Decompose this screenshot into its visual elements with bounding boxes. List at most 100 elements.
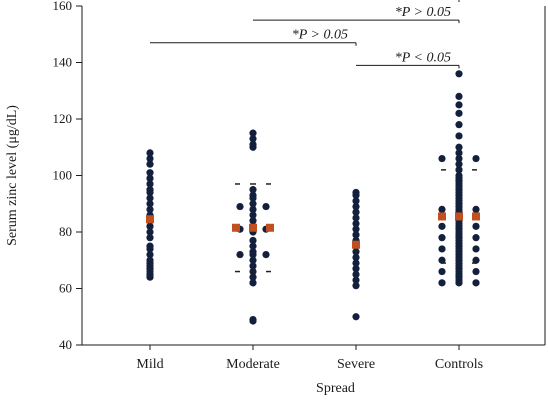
data-point (352, 313, 360, 321)
mean-marker (472, 212, 480, 221)
data-point (455, 171, 463, 180)
data-point (455, 149, 463, 157)
x-tick-label: Severe (337, 357, 375, 372)
data-point (455, 143, 463, 151)
data-point (146, 205, 154, 213)
data-point (249, 279, 257, 287)
mean-marker (352, 240, 360, 249)
data-point (438, 205, 446, 213)
data-point (352, 265, 360, 273)
data-point (146, 174, 154, 182)
data-point (249, 248, 257, 256)
data-point (249, 217, 257, 225)
data-point (352, 214, 360, 222)
data-point (352, 208, 360, 216)
data-point (249, 256, 257, 264)
data-point (236, 202, 244, 211)
data-point (352, 248, 360, 256)
data-point (472, 222, 480, 230)
data-point (249, 273, 257, 281)
data-point (352, 197, 360, 205)
data-point (262, 251, 270, 259)
data-point (249, 140, 257, 149)
significance-label: *P > 0.05 (395, 5, 451, 20)
data-point (352, 231, 360, 239)
x-tick-label: Moderate (226, 357, 280, 372)
data-point (352, 276, 360, 284)
data-point (352, 188, 360, 197)
y-tick-label: 80 (59, 224, 72, 239)
data-point (438, 154, 446, 163)
data-point (472, 267, 480, 276)
data-point (249, 211, 257, 219)
data-point (249, 236, 257, 245)
data-point (249, 129, 257, 137)
data-point (146, 256, 154, 264)
y-axis-label: Serum zinc level (μg/dL) (5, 105, 20, 246)
data-point (472, 205, 480, 213)
y-tick-label: 60 (59, 281, 72, 296)
data-point (146, 169, 154, 177)
y-tick-label: 100 (53, 168, 73, 183)
data-point (352, 253, 360, 262)
y-tick-label: 120 (53, 111, 73, 126)
data-point (146, 222, 154, 230)
data-point (249, 242, 257, 250)
data-point (438, 267, 446, 276)
x-axis-label: Spread (316, 381, 355, 396)
data-point (455, 109, 463, 117)
data-point (455, 160, 463, 168)
data-point (352, 225, 360, 233)
data-point (352, 259, 360, 267)
data-point (249, 135, 257, 143)
data-point (146, 186, 154, 194)
data-point (472, 154, 480, 163)
mean-marker (266, 223, 274, 232)
x-tick-label: Mild (136, 357, 163, 372)
significance-brackets: *P > 0.05*P > 0.05*P > 0.05*P < 0.05 (150, 0, 460, 69)
mean-marker (438, 212, 446, 221)
data-point (146, 242, 154, 250)
data-point (352, 219, 360, 228)
y-tick-label: 40 (59, 337, 72, 352)
data-point (472, 245, 480, 253)
data-point (455, 154, 463, 163)
y-tick-label: 140 (53, 55, 73, 70)
data-point (472, 256, 480, 264)
data-point (249, 186, 257, 194)
data-point (472, 234, 480, 242)
data-point (146, 154, 154, 163)
data-point (455, 132, 463, 140)
data-point (249, 200, 257, 208)
data-point (455, 70, 463, 78)
x-tick-label: Controls (435, 357, 483, 372)
significance-label: *P < 0.05 (395, 50, 451, 65)
data-point (472, 279, 480, 287)
data-point (249, 262, 257, 270)
data-point (455, 121, 463, 129)
data-point (352, 202, 360, 211)
data-point (146, 200, 154, 208)
mean-marker (232, 223, 240, 232)
data-point (146, 234, 154, 242)
data-point (352, 270, 360, 278)
significance-label: *P > 0.05 (292, 28, 348, 43)
data-point (438, 234, 446, 242)
data-point (146, 180, 154, 188)
data-point (352, 282, 360, 290)
mean-marker (146, 215, 154, 224)
data-point (146, 194, 154, 202)
group-means (146, 169, 480, 273)
data-point (262, 202, 270, 211)
data-point (455, 101, 463, 109)
mean-marker (249, 223, 257, 232)
data-point (236, 251, 244, 259)
data-point (455, 92, 463, 100)
data-point (146, 251, 154, 259)
mean-marker (455, 212, 463, 221)
data-point (146, 228, 154, 236)
data-point (438, 279, 446, 287)
data-point (438, 245, 446, 253)
y-ticks: 40 60 80 100 120 140 160 Mild Moderate Severe Cont… (53, 0, 484, 372)
data-point (438, 256, 446, 264)
